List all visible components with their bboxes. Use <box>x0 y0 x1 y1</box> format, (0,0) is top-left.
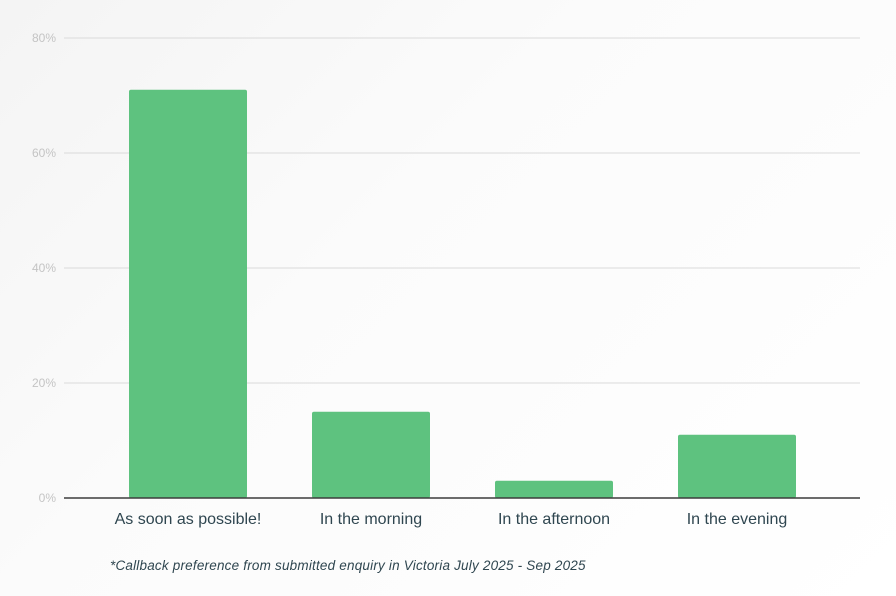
footnote: *Callback preference from submitted enqu… <box>110 558 586 573</box>
x-tick-label: In the evening <box>687 511 788 528</box>
x-tick-label: As soon as possible! <box>115 511 262 528</box>
bar <box>495 480 613 498</box>
y-tick-label: 20% <box>32 376 56 390</box>
x-tick-label: In the afternoon <box>498 511 610 528</box>
bar <box>129 89 247 498</box>
x-tick-label: In the morning <box>320 511 422 528</box>
y-tick-label: 60% <box>32 146 56 160</box>
y-tick-label: 0% <box>39 491 57 505</box>
y-tick-label: 40% <box>32 261 56 275</box>
bar <box>312 411 430 498</box>
bar <box>678 434 796 498</box>
y-tick-label: 80% <box>32 31 56 45</box>
